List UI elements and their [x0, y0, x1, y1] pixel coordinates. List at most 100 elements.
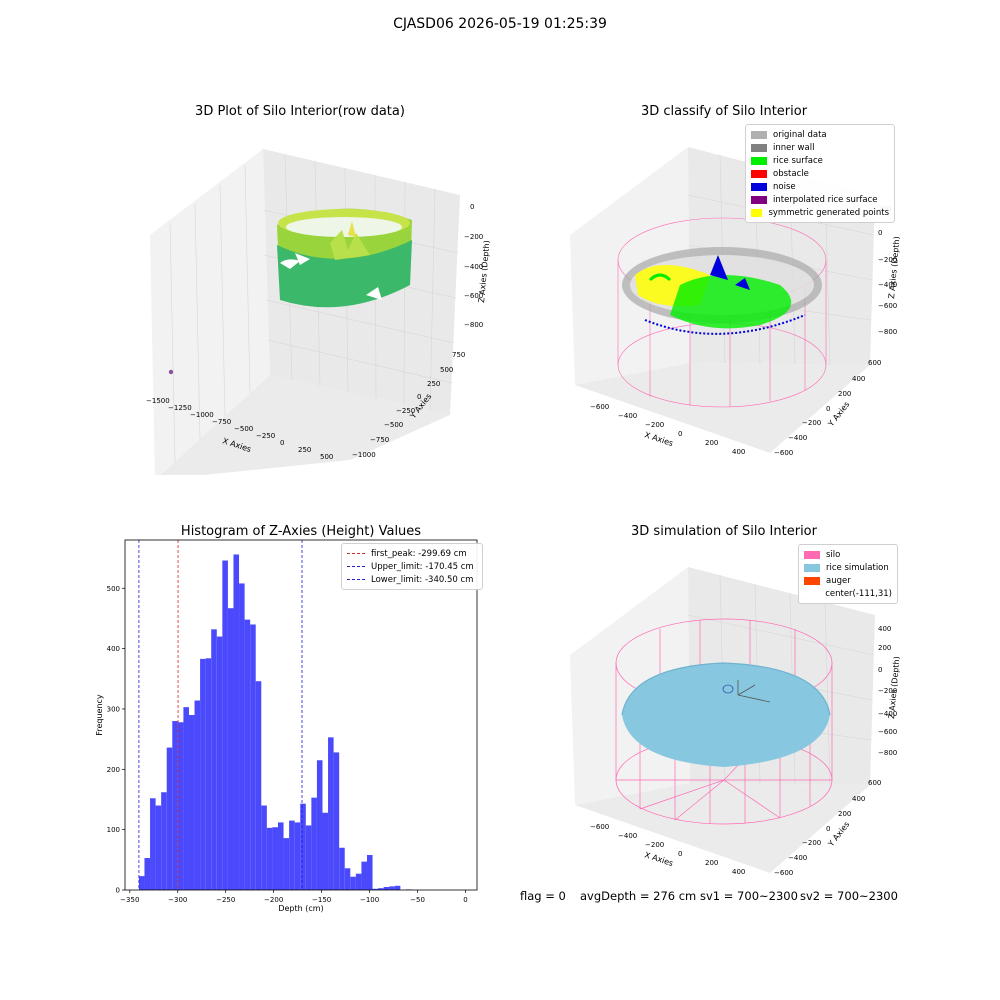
histogram-bar — [266, 827, 273, 890]
simulation-ytick: 0 — [826, 825, 830, 833]
histogram-bar — [300, 803, 306, 890]
histogram-bar — [311, 797, 317, 890]
raw-ztick: 0 — [470, 203, 474, 211]
legend-label: rice simulation — [826, 562, 889, 573]
simulation-ytick: 600 — [868, 779, 881, 787]
simulation-ztick: 400 — [878, 625, 891, 633]
raw-ytick: −1000 — [352, 451, 376, 459]
histogram-bar — [200, 658, 206, 890]
histogram-x-label: Depth (cm) — [278, 904, 323, 913]
histogram-bar — [305, 825, 312, 890]
simulation-plot-title: 3D simulation of Silo Interior — [631, 524, 817, 539]
simulation-ztick: −800 — [878, 749, 897, 757]
histogram-bar — [350, 876, 356, 890]
classify-point-cloud — [622, 247, 822, 335]
legend-swatch — [751, 182, 767, 191]
histogram-ytick-label: 200 — [107, 766, 120, 774]
legend-swatch — [804, 576, 820, 585]
raw-xtick: 250 — [298, 446, 311, 454]
histogram-bar — [144, 858, 151, 890]
legend-label: noise — [773, 181, 796, 192]
legend-line — [347, 579, 365, 580]
histogram-ytick-label: 0 — [116, 887, 120, 895]
raw-ytick: −500 — [384, 421, 403, 429]
classify-ytick: 0 — [826, 405, 830, 413]
legend-item-upper-limit: Upper_limit: -170.45 cm — [347, 560, 477, 573]
classify-pane-floor — [575, 363, 870, 453]
raw-ytick: 250 — [427, 380, 440, 388]
histogram-bar — [389, 886, 395, 890]
classify-xtick: 0 — [678, 430, 682, 438]
histogram-bar — [333, 752, 340, 890]
classify-ytick: 600 — [868, 359, 881, 367]
legend-item-center: center(-111,31) — [804, 587, 892, 600]
classify-xtick: −200 — [645, 421, 664, 429]
simulation-ztick: −400 — [878, 710, 897, 718]
raw-z-ticks: 0 −200 −400 −600 −800 — [464, 203, 483, 329]
raw-x-ticks: −1500 −1250 −1000 −750 −500 −250 0 250 5… — [146, 397, 333, 461]
classify-xtick: −600 — [590, 403, 609, 411]
raw-ytick: −750 — [370, 436, 389, 444]
histogram-bar — [255, 681, 262, 890]
legend-label: interpolated rice surface — [773, 194, 878, 205]
raw-point-cloud — [277, 208, 412, 308]
simulation-ztick: 0 — [878, 666, 882, 674]
simulation-ztick: 200 — [878, 644, 891, 652]
raw-ztick: −800 — [464, 321, 483, 329]
histogram-xtick-label: −50 — [410, 896, 425, 904]
histogram-bar — [177, 722, 184, 890]
histogram-bar — [322, 812, 329, 890]
histogram-bar — [277, 822, 284, 890]
classify-x-ticks: −600 −400 −200 0 200 400 — [590, 403, 745, 456]
histogram-bar — [166, 747, 173, 890]
legend-swatch — [804, 590, 819, 598]
histogram-ytick-label: 500 — [107, 585, 120, 593]
histogram-xtick-label: −250 — [216, 896, 235, 904]
legend-label: Lower_limit: -340.50 cm — [371, 574, 474, 585]
legend-label: rice surface — [773, 155, 823, 166]
legend-item-interpolated-rice-surface: interpolated rice surface — [751, 193, 889, 206]
legend-item-inner-wall: inner wall — [751, 141, 889, 154]
histogram-bar — [183, 707, 189, 890]
histogram-bar — [272, 827, 278, 890]
histogram-legend: first_peak: -299.69 cm Upper_limit: -170… — [341, 543, 483, 590]
classify-y-ticks: 600 400 200 0 −200 −400 −600 — [774, 359, 881, 457]
legend-swatch — [751, 143, 767, 152]
legend-line — [347, 566, 365, 567]
legend-label: obstacle — [773, 168, 809, 179]
classify-ytick: −400 — [788, 434, 807, 442]
classify-ztick: −400 — [878, 281, 897, 289]
classify-ytick: −600 — [774, 449, 793, 457]
histogram-bar — [383, 886, 390, 890]
histogram-bar — [372, 888, 379, 890]
raw-pane-floor — [160, 375, 450, 475]
histogram-bar — [339, 847, 345, 890]
simulation-3d-plot: −600 −400 −200 0 200 400 X Axies 600 400… — [570, 567, 900, 877]
raw-ytick: −250 — [396, 407, 415, 415]
simulation-y-ticks: 600 400 200 0 −200 −400 −600 — [774, 779, 881, 877]
raw-outlier-point — [168, 369, 174, 375]
histogram-ytick-label: 100 — [107, 826, 120, 834]
legend-item-symmetric-generated-points: symmetric generated points — [751, 206, 889, 219]
legend-swatch — [751, 208, 763, 217]
histogram-bar — [244, 619, 251, 890]
classify-legend: original data inner wall rice surface ob… — [745, 124, 895, 223]
histogram-bar — [283, 838, 290, 890]
raw-z-label: Z Axies (Depth) — [477, 240, 490, 303]
legend-swatch — [804, 550, 820, 559]
legend-item-first-peak: first_peak: -299.69 cm — [347, 547, 477, 560]
simulation-xtick: 0 — [678, 850, 682, 858]
simulation-legend: silo rice simulation auger center(-111,3… — [798, 544, 898, 604]
simulation-rice-surface — [621, 662, 831, 767]
histogram-bar — [361, 861, 367, 890]
classify-xtick: 400 — [732, 448, 745, 456]
status-sv2: sv2 = 700~2300 — [800, 889, 898, 903]
classify-xtick: −400 — [618, 412, 637, 420]
classify-ztick: −600 — [878, 302, 897, 310]
status-flag: flag = 0 — [520, 889, 566, 903]
classify-ztick: −800 — [878, 328, 897, 336]
histogram-bar — [216, 636, 223, 890]
simulation-pane-floor — [575, 783, 870, 873]
simulation-z-ticks: 400 200 0 −200 −400 −600 −800 — [878, 625, 897, 757]
histogram-bar — [355, 873, 362, 890]
